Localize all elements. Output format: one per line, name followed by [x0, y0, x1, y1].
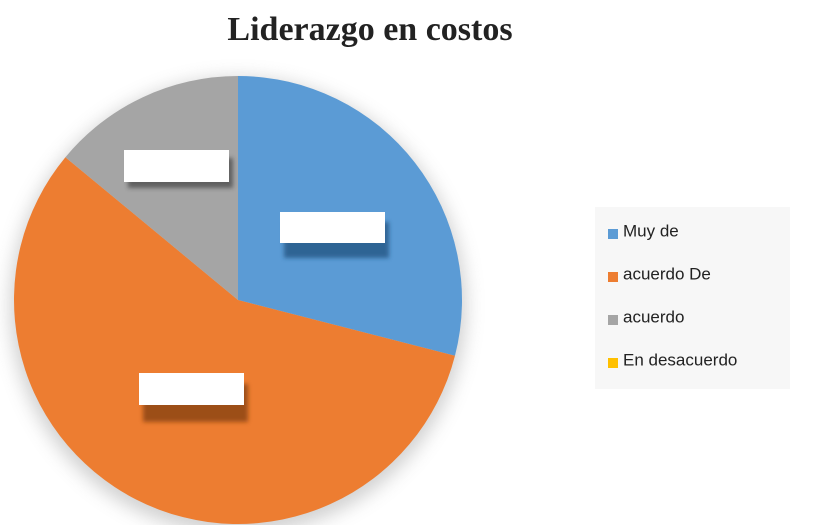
legend-label: En desacuerdo	[623, 350, 737, 369]
legend-swatch	[608, 358, 618, 368]
label-box	[280, 212, 385, 243]
legend-swatch	[608, 315, 618, 325]
data-label-boxes	[124, 150, 389, 422]
legend-box	[595, 207, 790, 389]
label-box	[139, 373, 244, 405]
legend-swatch	[608, 272, 618, 282]
legend-swatch	[608, 229, 618, 239]
label-box	[124, 150, 229, 182]
legend-label: Muy de	[623, 221, 679, 240]
chart-title: Liderazgo en costos	[227, 11, 512, 48]
legend: Muy de acuerdo De acuerdo En desacuerdo	[608, 221, 737, 369]
slices	[13, 76, 462, 525]
legend-label: acuerdo De	[623, 264, 711, 283]
pie-slice	[13, 157, 455, 525]
legend-label: acuerdo	[623, 307, 684, 326]
